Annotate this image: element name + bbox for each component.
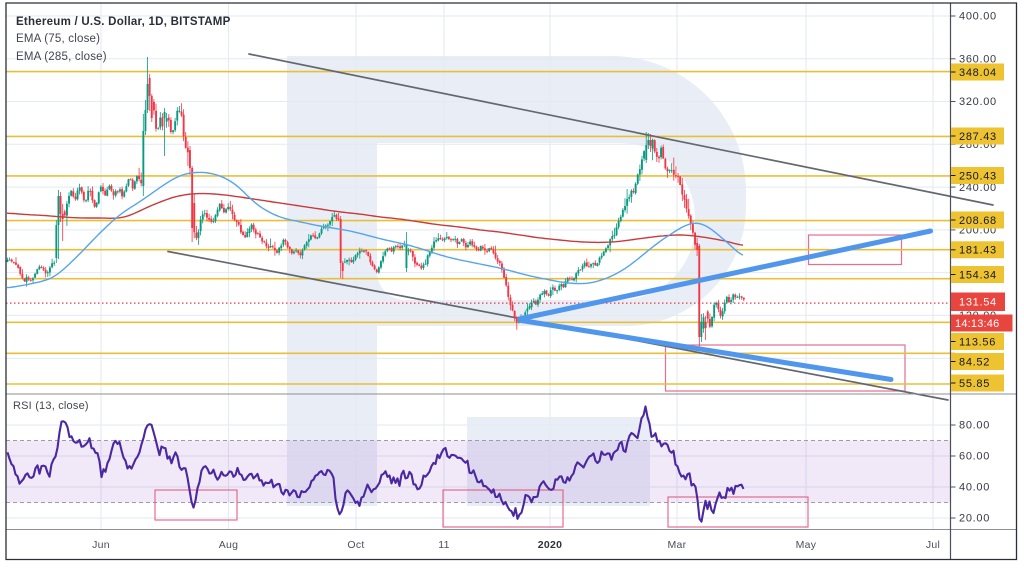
svg-text:181.43: 181.43 bbox=[959, 245, 997, 257]
svg-text:131.54: 131.54 bbox=[959, 297, 997, 309]
svg-text:11: 11 bbox=[438, 539, 450, 551]
svg-text:RSI (13, close): RSI (13, close) bbox=[13, 400, 89, 412]
svg-text:Mar: Mar bbox=[668, 539, 687, 551]
svg-text:EMA (285, close): EMA (285, close) bbox=[16, 51, 107, 63]
svg-text:84.52: 84.52 bbox=[959, 356, 990, 368]
svg-text:20.00: 20.00 bbox=[959, 513, 990, 525]
svg-text:Jun: Jun bbox=[92, 539, 110, 551]
svg-text:Oct: Oct bbox=[347, 539, 364, 551]
svg-text:14:13:46: 14:13:46 bbox=[955, 318, 999, 330]
svg-text:287.43: 287.43 bbox=[959, 131, 997, 143]
svg-text:348.04: 348.04 bbox=[959, 67, 997, 79]
svg-text:320.00: 320.00 bbox=[959, 96, 997, 108]
svg-text:Aug: Aug bbox=[219, 539, 239, 551]
svg-text:60.00: 60.00 bbox=[959, 451, 990, 463]
svg-text:360.00: 360.00 bbox=[959, 54, 997, 66]
svg-text:250.43: 250.43 bbox=[959, 170, 997, 182]
svg-text:400.00: 400.00 bbox=[959, 11, 997, 23]
svg-text:154.34: 154.34 bbox=[959, 269, 997, 281]
svg-text:May: May bbox=[796, 539, 817, 551]
svg-text:80.00: 80.00 bbox=[959, 420, 990, 432]
svg-text:Jul: Jul bbox=[926, 539, 940, 551]
svg-text:240.00: 240.00 bbox=[959, 182, 997, 194]
svg-text:55.85: 55.85 bbox=[959, 378, 990, 390]
svg-text:40.00: 40.00 bbox=[959, 482, 990, 494]
svg-text:113.56: 113.56 bbox=[959, 336, 996, 348]
svg-text:Ethereum / U.S. Dollar, 1D, BI: Ethereum / U.S. Dollar, 1D, BITSTAMP bbox=[16, 16, 231, 28]
svg-text:208.68: 208.68 bbox=[959, 215, 997, 227]
svg-text:EMA (75, close): EMA (75, close) bbox=[16, 33, 100, 45]
svg-text:2020: 2020 bbox=[538, 539, 563, 551]
